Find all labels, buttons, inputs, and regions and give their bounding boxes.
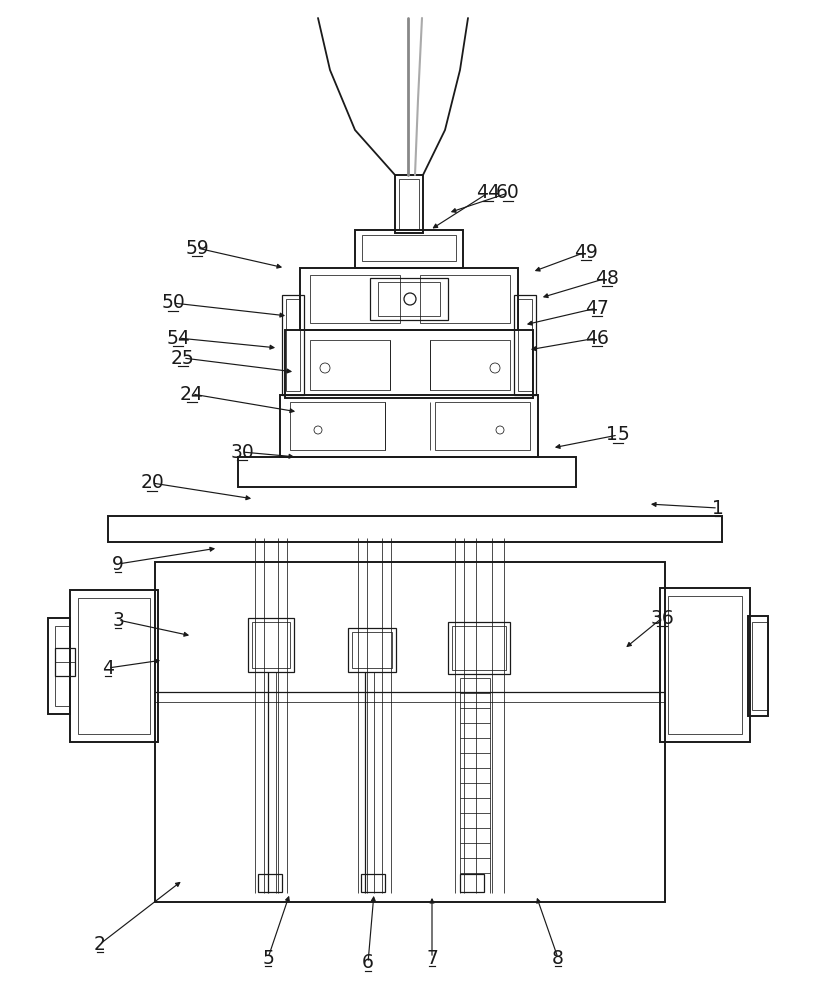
Text: 2: 2 xyxy=(94,934,106,954)
Bar xyxy=(514,295,536,395)
Text: 20: 20 xyxy=(140,474,164,492)
Bar xyxy=(430,340,510,390)
Bar xyxy=(55,648,75,676)
Bar xyxy=(285,330,533,398)
Text: 49: 49 xyxy=(574,242,598,261)
Bar xyxy=(399,179,419,229)
Bar xyxy=(370,278,448,320)
Bar xyxy=(238,457,576,487)
Text: 8: 8 xyxy=(552,948,564,968)
Text: 54: 54 xyxy=(166,328,190,348)
Text: 59: 59 xyxy=(185,238,209,257)
Bar xyxy=(448,622,510,674)
Bar xyxy=(70,590,158,742)
Text: 15: 15 xyxy=(606,426,630,444)
Bar xyxy=(108,516,722,542)
Bar xyxy=(310,340,390,390)
Bar xyxy=(252,622,290,668)
Text: 30: 30 xyxy=(230,442,254,462)
Bar xyxy=(752,622,768,710)
Text: 4: 4 xyxy=(102,658,114,678)
Bar xyxy=(452,626,506,670)
Text: 47: 47 xyxy=(585,298,609,318)
Text: 7: 7 xyxy=(426,948,438,968)
Text: 3: 3 xyxy=(112,610,124,630)
Bar xyxy=(361,874,385,892)
Text: 50: 50 xyxy=(161,294,185,312)
Bar xyxy=(435,402,530,450)
Bar xyxy=(378,282,440,316)
Bar xyxy=(395,175,423,233)
Bar xyxy=(310,275,400,323)
Bar xyxy=(518,299,532,391)
Text: 6: 6 xyxy=(362,954,374,972)
Bar xyxy=(282,295,304,395)
Text: 44: 44 xyxy=(476,184,500,202)
Bar xyxy=(660,588,750,742)
Text: 36: 36 xyxy=(650,608,674,628)
Text: 5: 5 xyxy=(262,948,274,968)
Text: 25: 25 xyxy=(171,349,195,367)
Bar xyxy=(155,562,665,902)
Bar xyxy=(348,628,396,672)
Bar xyxy=(748,616,768,716)
Bar xyxy=(420,275,510,323)
Bar xyxy=(55,626,70,706)
Bar xyxy=(48,618,70,714)
Text: 60: 60 xyxy=(496,184,520,202)
Bar xyxy=(668,596,742,734)
Bar xyxy=(460,874,484,892)
Bar xyxy=(280,395,538,457)
Text: 9: 9 xyxy=(112,554,124,574)
Bar xyxy=(286,299,300,391)
Text: 46: 46 xyxy=(585,328,609,348)
Bar xyxy=(355,230,463,268)
Text: 24: 24 xyxy=(180,384,204,403)
Bar xyxy=(248,618,294,672)
Bar xyxy=(300,268,518,330)
Bar xyxy=(362,235,456,261)
Text: 1: 1 xyxy=(712,498,724,518)
Bar xyxy=(290,402,385,450)
Bar xyxy=(258,874,282,892)
Bar xyxy=(78,598,150,734)
Text: 48: 48 xyxy=(595,268,619,288)
Bar xyxy=(352,632,392,668)
